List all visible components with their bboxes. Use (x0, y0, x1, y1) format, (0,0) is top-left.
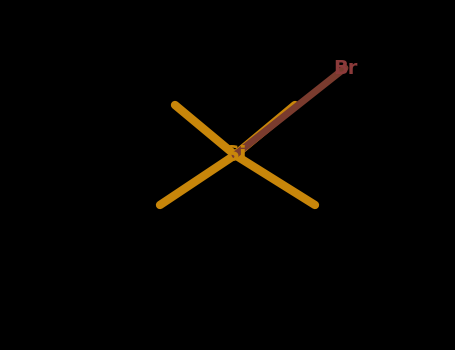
Text: Si: Si (223, 145, 247, 165)
Text: Br: Br (333, 58, 357, 77)
